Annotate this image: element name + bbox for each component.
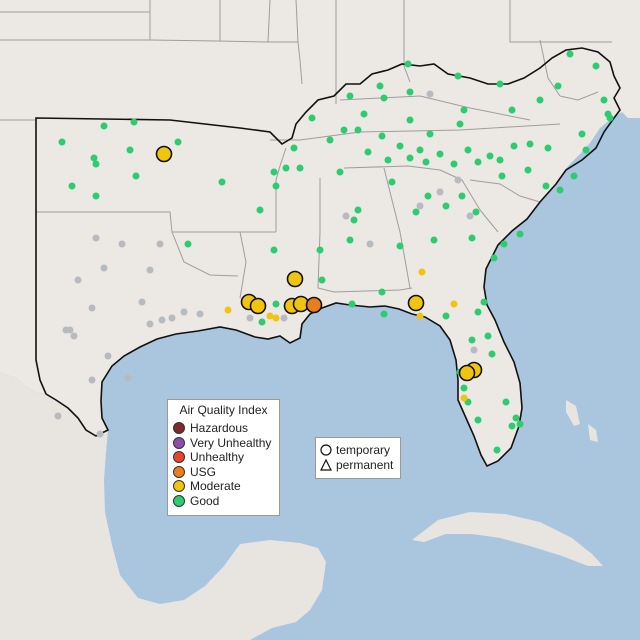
legend-item-good: Good [173, 494, 219, 508]
usg-swatch [173, 465, 185, 478]
triangle-icon [320, 458, 332, 471]
cuba-landmass [412, 512, 603, 566]
moderate-swatch [173, 479, 185, 492]
temporary-monitors[interactable] [155, 145, 483, 382]
aqi-legend: Air Quality Index Hazardous Very Unhealt… [167, 399, 280, 516]
very-unhealthy-swatch [173, 436, 185, 449]
legend-title: Air Quality Index [179, 403, 268, 417]
legend-item-unhealthy: Unhealthy [173, 450, 244, 464]
region-outline [35, 47, 621, 468]
legend-item-usg: USG [173, 465, 216, 479]
good-swatch [173, 494, 185, 507]
legend-item-temporary: temporary [320, 443, 390, 457]
bahamas-landmass [566, 400, 598, 442]
monitor-type-legend: temporary permanent [315, 437, 401, 479]
mexico-landmass [0, 372, 326, 640]
good-aqi-sites[interactable] [58, 50, 614, 454]
hazardous-swatch [173, 421, 185, 434]
legend-item-very-unhealthy: Very Unhealthy [173, 436, 271, 450]
circle-icon [320, 444, 332, 456]
legend-item-moderate: Moderate [173, 479, 241, 493]
unhealthy-swatch [173, 450, 185, 463]
legend-item-hazardous: Hazardous [173, 421, 248, 435]
legend-item-permanent: permanent [320, 458, 393, 472]
moderate-aqi-small-sites[interactable] [224, 268, 468, 402]
